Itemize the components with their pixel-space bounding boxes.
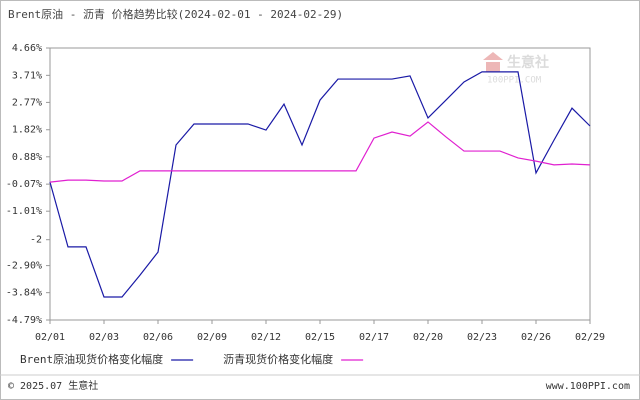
y-tick-label: -1.01% <box>6 206 42 217</box>
legend-label: 沥青现货价格变化幅度 <box>223 352 333 366</box>
y-tick-label: 4.66% <box>12 43 42 54</box>
watermark: 生意社 100PPI.COM <box>483 52 549 86</box>
footer-right: www.100PPI.com <box>546 381 630 392</box>
x-tick-label: 02/12 <box>251 332 281 343</box>
x-tick-label: 02/01 <box>35 332 65 343</box>
y-tick-label: 2.77% <box>12 97 42 108</box>
footer-left: © 2025.07 生意社 <box>8 379 98 392</box>
x-tick-label: 02/29 <box>575 332 605 343</box>
x-tick-label: 02/03 <box>89 332 119 343</box>
x-tick-label: 02/17 <box>359 332 389 343</box>
x-tick-label: 02/23 <box>467 332 497 343</box>
y-tick-label: -4.79% <box>6 315 42 326</box>
x-tick-label: 02/15 <box>305 332 335 343</box>
chart-title: Brent原油 - 沥青 价格趋势比较(2024-02-01 - 2024-02… <box>8 7 343 21</box>
y-tick-label: 1.82% <box>12 125 42 136</box>
y-tick-label: 0.88% <box>12 152 42 163</box>
y-tick-label: -2.90% <box>6 261 42 272</box>
watermark-sub: 100PPI.COM <box>487 76 542 86</box>
x-tick-label: 02/26 <box>521 332 551 343</box>
legend-label: Brent原油现货价格变化幅度 <box>20 352 163 366</box>
series-line <box>49 71 591 298</box>
y-tick-label: -2 <box>30 235 42 246</box>
x-tick-label: 02/20 <box>413 332 443 343</box>
x-tick-label: 02/06 <box>143 332 173 343</box>
y-tick-label: 3.71% <box>12 70 42 81</box>
y-tick-label: -3.84% <box>6 288 42 299</box>
series-line <box>49 121 591 183</box>
x-tick-label: 02/09 <box>197 332 227 343</box>
watermark-icon <box>483 52 503 72</box>
y-tick-label: -0.07% <box>6 179 42 190</box>
watermark-text: 生意社 <box>507 54 549 71</box>
